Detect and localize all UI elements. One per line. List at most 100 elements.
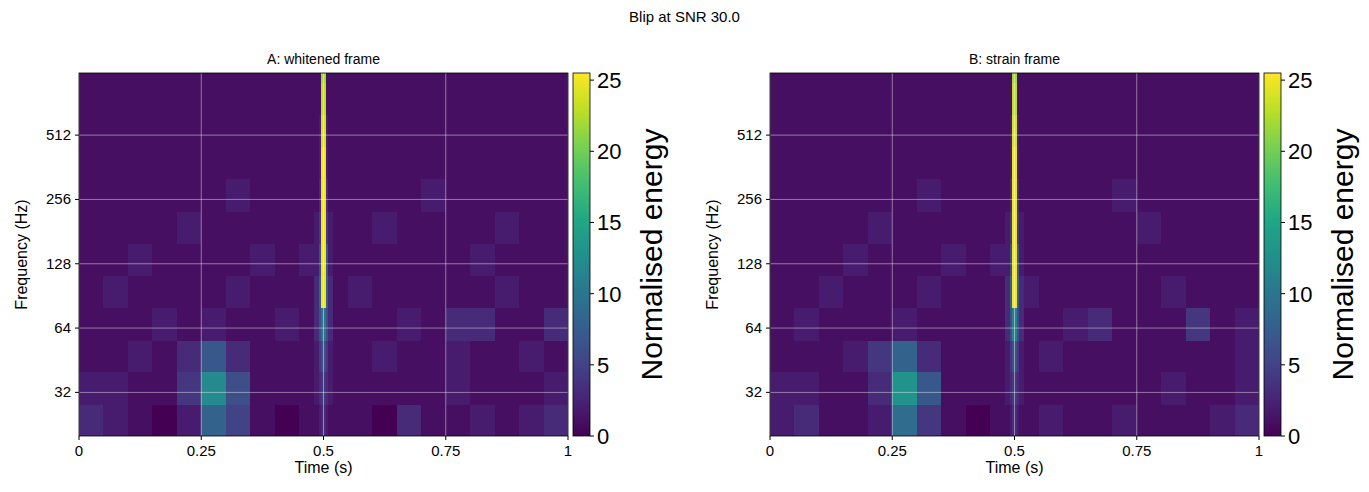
- cell: [770, 179, 795, 212]
- cell: [892, 275, 917, 308]
- cell: [333, 340, 348, 372]
- cell: [250, 307, 275, 341]
- cell: [226, 211, 251, 244]
- cell: [495, 372, 520, 406]
- cell: [372, 307, 397, 341]
- cell: [1063, 340, 1088, 372]
- cell: [1161, 372, 1186, 406]
- cell: [843, 243, 868, 276]
- cell: [843, 275, 868, 308]
- cell: [470, 243, 495, 276]
- cell: [1186, 73, 1211, 83]
- cell: [519, 114, 544, 147]
- cell: [1112, 82, 1137, 115]
- colorbar-tick-label: 10: [1288, 282, 1312, 307]
- cell: [328, 405, 333, 436]
- cell: [1210, 340, 1235, 372]
- cell: [226, 82, 251, 115]
- cell: [966, 82, 991, 115]
- cell: [470, 275, 495, 308]
- colorbar-tick: [1281, 293, 1285, 294]
- cell: [843, 179, 868, 212]
- grid-line: [79, 135, 568, 136]
- cell: [1186, 147, 1211, 180]
- cell: [794, 307, 819, 341]
- cell: [299, 243, 314, 276]
- cell: [299, 73, 314, 83]
- cell: [152, 340, 177, 372]
- cell: [333, 147, 348, 180]
- cell: [103, 372, 128, 406]
- cell: [103, 275, 128, 308]
- cell: [328, 243, 333, 276]
- colorbar-tick: [590, 364, 594, 365]
- tick: [1259, 436, 1260, 440]
- cell: [519, 340, 544, 372]
- cell: [966, 179, 991, 212]
- cell: [819, 275, 844, 308]
- colorbar-tick-label: 0: [597, 424, 609, 449]
- cell: [1112, 307, 1137, 341]
- cell: [1024, 179, 1039, 212]
- cell: [421, 307, 446, 341]
- cell: [446, 307, 471, 341]
- tick-label: 0: [766, 442, 774, 459]
- cell: [1063, 179, 1088, 212]
- plot-frame: [770, 73, 1259, 436]
- cell: [1063, 372, 1088, 406]
- cell: [519, 147, 544, 180]
- cell: [1039, 82, 1064, 115]
- cell: [1112, 405, 1137, 436]
- grid-line: [1136, 73, 1137, 436]
- cell: [372, 114, 397, 147]
- cell: [328, 307, 333, 341]
- cell: [892, 211, 917, 244]
- cell: [348, 179, 373, 212]
- cell: [250, 147, 275, 180]
- cell: [421, 179, 446, 212]
- cell: [819, 307, 844, 341]
- cell: [152, 82, 177, 115]
- cell: [314, 340, 319, 372]
- cell: [201, 340, 226, 372]
- cell: [1186, 372, 1211, 406]
- cell: [868, 243, 893, 276]
- cell: [446, 73, 471, 83]
- cell: [495, 275, 520, 308]
- cell: [819, 211, 844, 244]
- cell: [892, 82, 917, 115]
- tick: [75, 135, 79, 136]
- cell: [519, 73, 544, 83]
- cell: [177, 405, 202, 436]
- cell: [1235, 243, 1259, 276]
- cell: [544, 73, 568, 83]
- cell: [519, 307, 544, 341]
- cell: [1137, 82, 1162, 115]
- cell: [201, 73, 226, 83]
- cell: [348, 147, 373, 180]
- cell: [917, 307, 942, 341]
- cell: [1005, 307, 1010, 341]
- grid-line: [770, 199, 1259, 200]
- tick: [201, 436, 202, 440]
- cell: [1235, 114, 1259, 147]
- cell: [1005, 340, 1010, 372]
- cell: [152, 179, 177, 212]
- tick: [1014, 436, 1015, 440]
- cell: [397, 243, 422, 276]
- cell: [990, 73, 1005, 83]
- cell: [314, 307, 319, 341]
- cell: [819, 147, 844, 180]
- cell: [1186, 114, 1211, 147]
- cell: [917, 179, 942, 212]
- cell: [519, 405, 544, 436]
- cell: [1019, 211, 1024, 244]
- cell: [1005, 275, 1010, 308]
- cell: [1210, 147, 1235, 180]
- cell: [1161, 73, 1186, 83]
- cell: [103, 114, 128, 147]
- tick: [323, 436, 324, 440]
- axis-title: Time (s): [294, 459, 352, 476]
- cell: [128, 211, 153, 244]
- cell: [328, 73, 333, 83]
